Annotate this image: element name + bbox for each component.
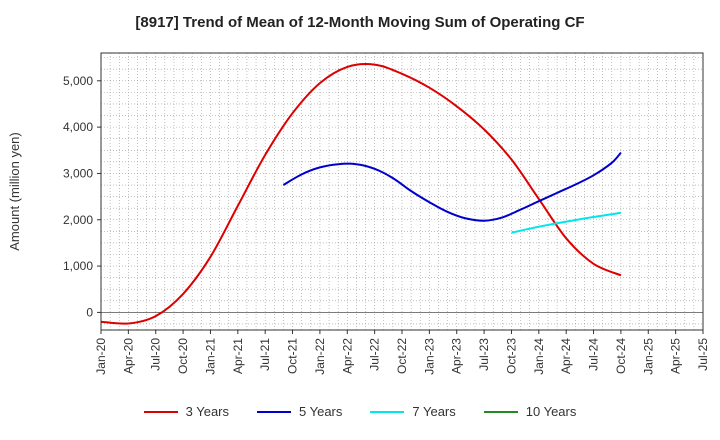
x-tick-label: Apr-21 <box>231 338 245 374</box>
y-tick-label: 5,000 <box>63 74 93 88</box>
series-line-7-years <box>511 211 622 234</box>
legend-item-5-years: 5 Years <box>257 404 342 419</box>
legend-swatch <box>143 410 178 413</box>
grid-lines <box>100 53 704 330</box>
legend-item-3-years: 3 Years <box>143 404 229 419</box>
x-tick-label: Jul-24 <box>587 338 601 371</box>
x-tick-label: Oct-24 <box>614 338 628 374</box>
legend-swatch <box>370 410 405 413</box>
series-lines <box>100 62 622 325</box>
legend: 3 Years 5 Years 7 Years 10 Years <box>0 404 720 419</box>
y-axis-ticks: 0 1,000 2,000 3,000 4,000 5,000 <box>63 74 101 319</box>
series-line-3-years <box>100 62 622 325</box>
x-tick-label: Apr-25 <box>669 338 683 374</box>
x-tick-label: Apr-22 <box>340 338 354 374</box>
x-tick-label: Jan-25 <box>641 338 655 375</box>
x-tick-label: Jul-20 <box>149 338 163 371</box>
x-tick-label: Jul-23 <box>477 338 491 371</box>
x-tick-label: Jan-21 <box>203 338 217 375</box>
x-tick-label: Jan-24 <box>532 338 546 375</box>
legend-label: 10 Years <box>525 404 577 419</box>
x-tick-label: Oct-22 <box>395 338 409 374</box>
y-axis-label: Amount (million yen) <box>7 132 22 251</box>
y-tick-label: 4,000 <box>63 120 93 134</box>
x-tick-label: Oct-23 <box>504 338 518 374</box>
legend-swatch <box>257 410 291 413</box>
y-tick-label: 2,000 <box>63 213 93 227</box>
chart-title: [8917] Trend of Mean of 12-Month Moving … <box>135 14 585 31</box>
x-tick-label: Apr-23 <box>450 338 464 374</box>
legend-item-7-years: 7 Years <box>370 404 456 419</box>
legend-item-10-years: 10 Years <box>483 404 577 419</box>
x-tick-label: Jan-23 <box>422 338 436 375</box>
x-tick-label: Oct-21 <box>286 338 300 374</box>
series-line-5-years <box>282 151 622 222</box>
x-tick-label: Jul-21 <box>258 338 272 371</box>
x-tick-label: Jul-22 <box>368 338 382 371</box>
y-tick-label: 0 <box>86 305 93 319</box>
legend-label: 7 Years <box>412 404 456 419</box>
x-tick-label: Apr-24 <box>559 338 573 374</box>
y-tick-label: 3,000 <box>63 166 93 180</box>
x-tick-label: Jan-22 <box>313 338 327 375</box>
x-tick-label: Jan-20 <box>94 338 108 375</box>
legend-swatch <box>483 410 518 413</box>
x-tick-label: Apr-20 <box>121 338 135 374</box>
x-axis-ticks: Jan-20 Apr-20 Jul-20 Oct-20 Jan-21 Apr-21 Jul-… <box>94 330 710 375</box>
y-tick-label: 1,000 <box>63 259 93 273</box>
legend-label: 3 Years <box>185 404 229 419</box>
x-tick-label: Jul-25 <box>696 338 710 371</box>
legend-label: 5 Years <box>299 404 343 419</box>
x-tick-label: Oct-20 <box>176 338 190 374</box>
